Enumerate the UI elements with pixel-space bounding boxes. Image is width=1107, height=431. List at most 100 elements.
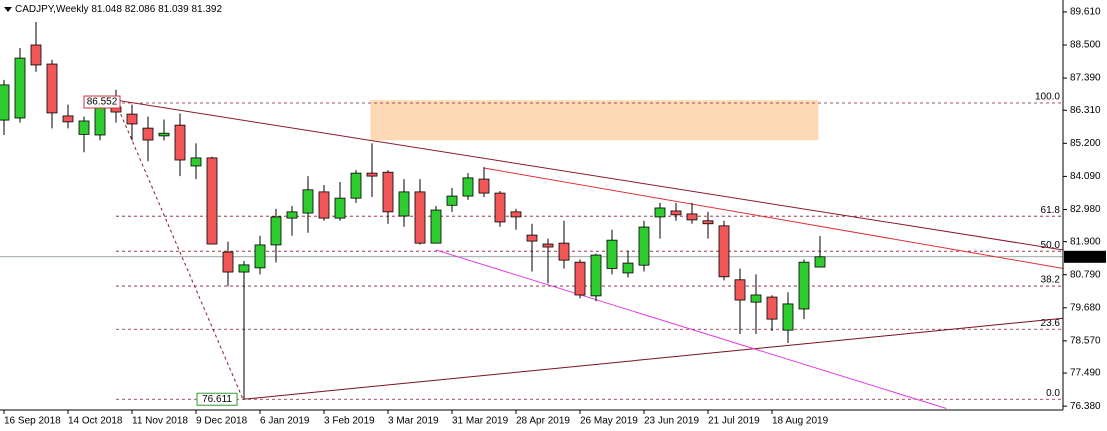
candle-body	[318, 191, 330, 219]
candle-body	[494, 192, 506, 223]
y-tick-label: 87.390	[1070, 73, 1101, 84]
fib-label: 100.0	[1035, 92, 1060, 103]
supply-zone	[370, 100, 819, 141]
y-tick-label: 86.310	[1070, 105, 1101, 116]
x-tick-label: 28 Apr 2019	[516, 416, 570, 427]
chart-title: CADJPY,Weekly 81.048 82.086 81.039 81.39…	[15, 4, 222, 15]
trendline	[435, 249, 947, 409]
swing-high-box	[83, 95, 121, 109]
candle-body	[190, 157, 202, 167]
x-tick-label: 14 Oct 2018	[68, 416, 123, 427]
candle-body	[0, 84, 10, 121]
candle-body	[814, 256, 826, 268]
close-value: 81.392	[191, 4, 222, 15]
candle-body	[542, 243, 554, 248]
y-tick-label: 84.090	[1070, 171, 1101, 182]
y-tick-label: 89.610	[1070, 7, 1101, 18]
swing-high-label: 86.552	[87, 97, 118, 108]
candle-body	[766, 296, 778, 320]
fib-label: 23.6	[1041, 318, 1061, 329]
x-tick-label: 11 Nov 2018	[132, 416, 188, 427]
y-tick-label: 79.680	[1070, 302, 1101, 313]
fib-label: 61.8	[1041, 205, 1061, 216]
high-value: 82.086	[125, 4, 156, 15]
x-tick-label: 9 Dec 2018	[196, 416, 248, 427]
low-value: 81.039	[158, 4, 189, 15]
candle-body	[462, 177, 474, 197]
candle-body	[350, 172, 362, 199]
fib-label: 38.2	[1041, 275, 1061, 286]
trendline	[115, 99, 1064, 251]
y-tick-label: 76.380	[1070, 401, 1101, 412]
x-tick-label: 3 Feb 2019	[324, 416, 375, 427]
y-tick-label: 80.790	[1070, 269, 1101, 280]
candle-body	[670, 210, 682, 216]
candle-body	[718, 225, 730, 278]
candle-body	[590, 254, 602, 297]
candle-body	[750, 294, 762, 303]
candle-body	[782, 303, 794, 331]
candle-body	[734, 279, 746, 301]
candle-body	[606, 239, 618, 269]
y-tick-label: 78.570	[1070, 336, 1101, 347]
y-tick-label: 85.200	[1070, 138, 1101, 149]
candle-body	[446, 195, 458, 206]
candle-body	[206, 157, 218, 245]
candle-body	[510, 211, 522, 218]
candle-body	[478, 178, 490, 194]
swing-low-box	[196, 392, 238, 406]
x-tick-label: 31 Mar 2019	[452, 416, 509, 427]
fib-label: 50.0	[1041, 240, 1061, 251]
candle-body	[622, 262, 634, 274]
candle-body	[78, 120, 90, 135]
candle-body	[382, 171, 394, 213]
candle-body	[302, 189, 314, 214]
swing-low-label: 76.611	[202, 394, 232, 405]
y-tick-label: 81.900	[1070, 236, 1101, 247]
y-tick-label: 88.500	[1070, 40, 1101, 51]
candle-body	[366, 172, 378, 177]
price-tag	[1064, 250, 1106, 263]
x-tick-label: 6 Jan 2019	[260, 416, 310, 427]
candle-body	[46, 63, 58, 114]
trendline	[483, 167, 1064, 269]
candle-body	[62, 115, 74, 123]
x-tick-label: 21 Jul 2019	[708, 416, 760, 427]
fib-label: 0.0	[1046, 388, 1060, 399]
candle-body	[238, 264, 250, 273]
candle-body	[174, 124, 186, 161]
candle-body	[414, 191, 426, 244]
candle-body	[686, 213, 698, 221]
candle-body	[270, 216, 282, 246]
candle-body	[430, 209, 442, 244]
open-value: 81.048	[91, 4, 122, 15]
y-tick-label: 82.980	[1070, 204, 1101, 215]
candle-body	[14, 57, 26, 119]
candle-body	[142, 127, 154, 141]
candle-body	[286, 211, 298, 219]
y-tick-label: 77.490	[1070, 368, 1101, 379]
plot-area: 100.0 61.8 50.0 38.2 23.6 0.0 86.552 76.611	[0, 22, 1064, 409]
candle-body	[94, 106, 106, 136]
candle-body	[654, 207, 666, 218]
x-tick-label: 23 Jun 2019	[644, 416, 699, 427]
price-tag-label: 81.392	[1070, 251, 1101, 262]
candle-body	[158, 132, 170, 137]
candle-body	[798, 261, 810, 310]
candle-body	[30, 44, 42, 66]
candle-body	[574, 261, 586, 296]
candle-body	[558, 242, 570, 261]
candle-body	[222, 251, 234, 273]
candle-body	[398, 191, 410, 217]
symbol: CADJPY,Weekly	[15, 4, 89, 15]
candle-body	[526, 234, 538, 242]
candle-body	[638, 226, 650, 266]
title-icon	[4, 7, 12, 12]
x-tick-label: 16 Sep 2018	[4, 416, 61, 427]
x-tick-label: 3 Mar 2019	[388, 416, 439, 427]
candle-body	[702, 220, 714, 225]
x-tick-label: 26 May 2019	[580, 416, 638, 427]
candle-body	[254, 244, 266, 269]
